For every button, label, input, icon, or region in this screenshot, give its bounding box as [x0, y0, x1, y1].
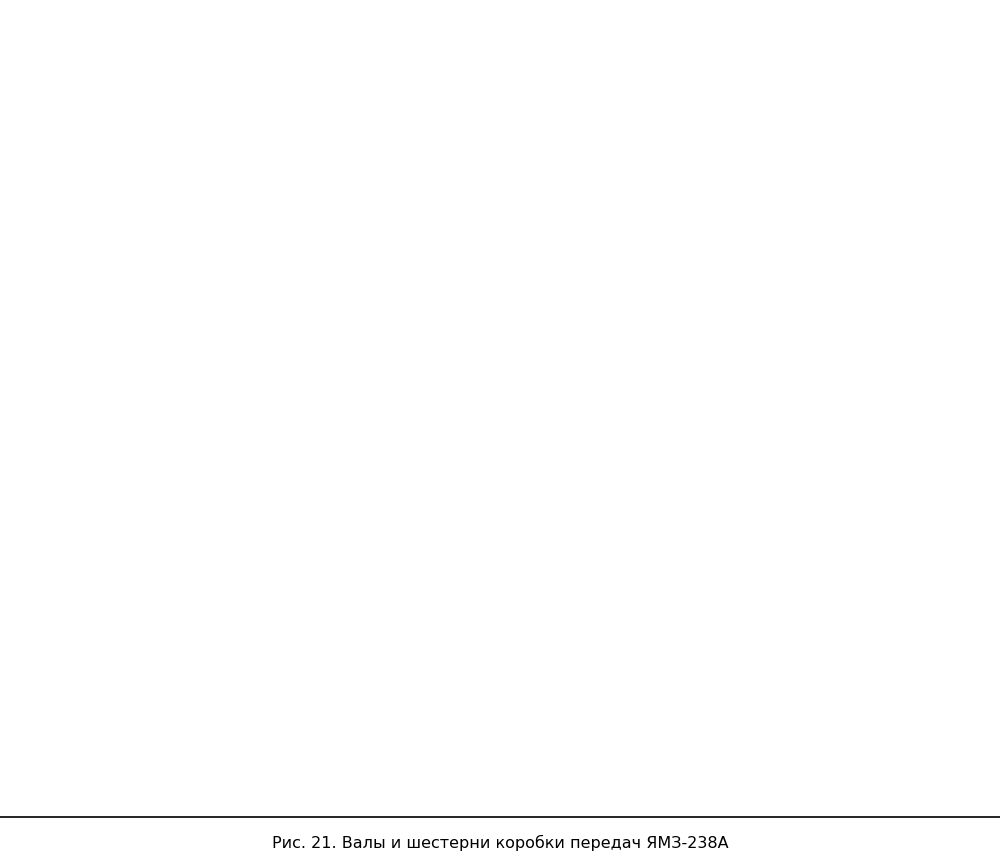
Text: Рис. 21. Валы и шестерни коробки передач ЯМЗ-238А: Рис. 21. Валы и шестерни коробки передач…: [272, 836, 728, 851]
